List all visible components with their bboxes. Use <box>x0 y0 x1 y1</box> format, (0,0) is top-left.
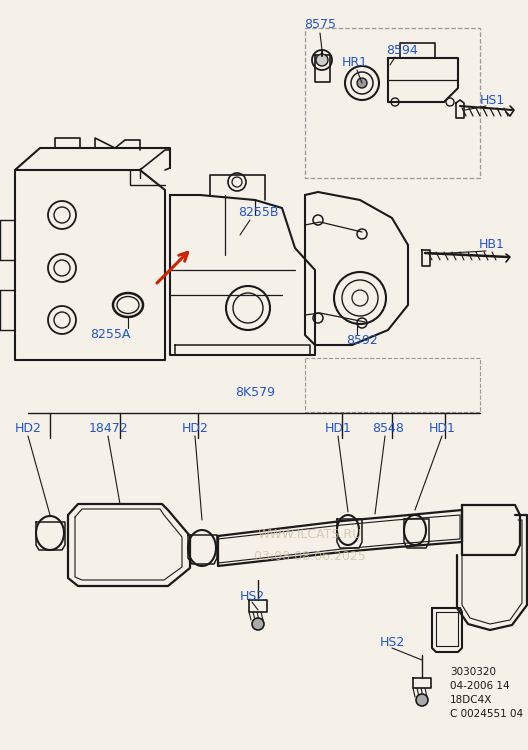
Text: 8K579: 8K579 <box>235 386 275 398</box>
Text: HR1: HR1 <box>342 56 368 68</box>
Text: C 0024551 04: C 0024551 04 <box>450 709 523 719</box>
Text: HS2: HS2 <box>239 590 265 602</box>
Text: HD1: HD1 <box>429 422 456 434</box>
Text: 8548: 8548 <box>372 422 404 434</box>
Text: HS2: HS2 <box>380 635 404 649</box>
Text: WWW.ILCATS.RU: WWW.ILCATS.RU <box>258 529 362 542</box>
Text: 04-2006 14: 04-2006 14 <box>450 681 510 691</box>
Text: HS1: HS1 <box>479 94 505 106</box>
Text: 18472: 18472 <box>88 422 128 434</box>
Circle shape <box>316 54 328 66</box>
Text: 03:08 08.06.2025: 03:08 08.06.2025 <box>254 550 366 563</box>
Text: 3030320: 3030320 <box>450 667 496 677</box>
Text: HB1: HB1 <box>479 238 505 251</box>
Text: 8255B: 8255B <box>238 206 278 220</box>
Circle shape <box>416 694 428 706</box>
Text: 8575: 8575 <box>304 19 336 32</box>
Text: 8255A: 8255A <box>90 328 130 341</box>
Text: HD1: HD1 <box>325 422 352 434</box>
Text: 8592: 8592 <box>346 334 378 346</box>
Text: HD2: HD2 <box>15 422 41 434</box>
Circle shape <box>357 78 367 88</box>
Text: 8594: 8594 <box>386 44 418 56</box>
Circle shape <box>252 618 264 630</box>
Text: 18DC4X: 18DC4X <box>450 695 493 705</box>
Text: HD2: HD2 <box>182 422 209 434</box>
